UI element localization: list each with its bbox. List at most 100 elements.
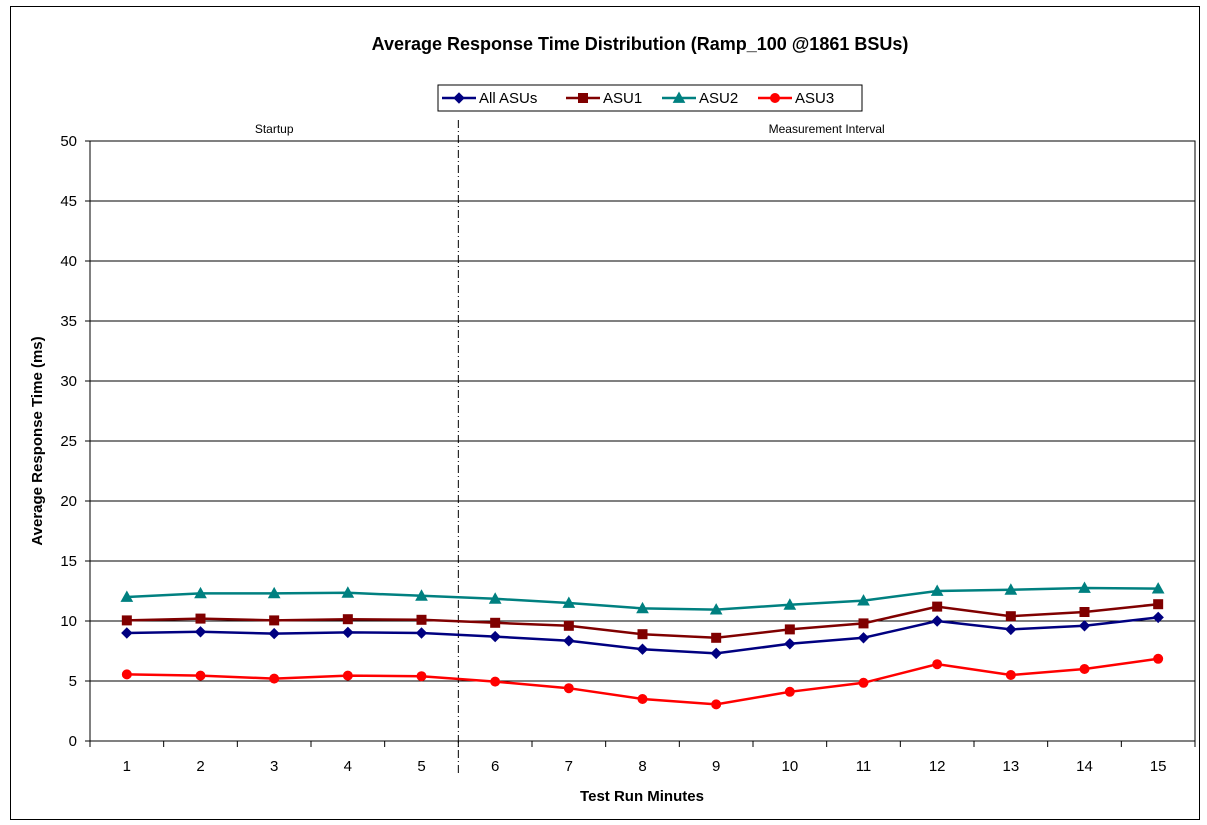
data-point (415, 627, 428, 639)
data-point (415, 589, 428, 601)
data-point (783, 598, 797, 610)
legend-marker (770, 93, 780, 103)
legend-marker (578, 93, 588, 103)
data-point (562, 596, 576, 608)
x-tick-label: 4 (344, 758, 352, 775)
data-point (194, 586, 207, 599)
data-point (709, 603, 723, 615)
series-asu1 (121, 599, 1164, 643)
data-point (636, 601, 649, 614)
x-tick-label: 14 (1076, 758, 1093, 775)
data-point (563, 683, 574, 694)
data-point (121, 615, 132, 626)
x-tick-label: 12 (929, 758, 946, 775)
x-tick-label: 9 (712, 758, 720, 775)
x-tick-label: 2 (196, 758, 204, 775)
region-label-startup: Startup (255, 122, 294, 136)
x-tick-label: 5 (417, 758, 425, 775)
data-point (711, 632, 722, 643)
data-point (194, 626, 207, 638)
x-tick-label: 15 (1150, 758, 1167, 775)
data-point (1151, 582, 1165, 594)
data-point (637, 629, 648, 640)
y-tick-label: 5 (69, 673, 77, 690)
data-point (341, 586, 355, 598)
x-tick-label: 11 (856, 758, 872, 775)
data-point (1153, 653, 1164, 664)
data-point (1004, 583, 1018, 595)
data-point (416, 671, 427, 682)
data-point (121, 627, 133, 639)
data-point (490, 617, 501, 628)
data-point (563, 635, 575, 647)
chart-title: Average Response Time Distribution (Ramp… (372, 34, 909, 54)
x-tick-label: 3 (270, 758, 278, 775)
legend-marker (453, 92, 465, 104)
legend-label: ASU3 (795, 90, 834, 107)
data-point (1078, 581, 1091, 593)
region-label-measurement-interval: Measurement Interval (769, 122, 885, 136)
x-tick-label: 8 (638, 758, 646, 775)
data-point (932, 601, 943, 612)
data-point (636, 643, 649, 655)
data-point (710, 647, 722, 660)
legend: All ASUs ASU1 ASU2 ASU3 (437, 84, 863, 112)
data-point (267, 586, 281, 599)
data-point (269, 615, 280, 626)
data-point (932, 659, 943, 670)
data-point (1005, 623, 1017, 636)
x-tick-label: 1 (123, 758, 131, 775)
data-point (858, 677, 869, 688)
y-axis-title: Average Response Time (ms) (29, 336, 46, 545)
data-point (858, 618, 869, 629)
data-point (711, 699, 722, 710)
data-point (342, 614, 353, 625)
y-tick-label: 25 (60, 433, 77, 450)
data-point (195, 613, 206, 624)
legend-label: All ASUs (479, 90, 537, 107)
data-point (342, 670, 353, 681)
x-tick-label: 13 (1002, 758, 1019, 775)
data-point (121, 669, 132, 680)
y-tick-label: 40 (60, 253, 77, 270)
x-axis-title: Test Run Minutes (580, 788, 704, 805)
data-point (488, 592, 502, 604)
data-point (784, 638, 796, 650)
y-tick-label: 0 (69, 733, 77, 750)
data-point (120, 590, 134, 602)
data-point (195, 670, 206, 681)
series-asu3 (121, 653, 1164, 710)
y-tick-label: 30 (60, 373, 77, 390)
data-point (857, 632, 870, 644)
legend-marker (672, 91, 686, 103)
series-asu2 (120, 581, 1165, 615)
x-tick-label: 7 (565, 758, 573, 775)
data-point (637, 694, 648, 704)
y-tick-label: 50 (60, 133, 77, 150)
x-tick-label: 6 (491, 758, 499, 775)
y-tick-label: 45 (60, 193, 77, 210)
series-all-asus (121, 611, 1164, 660)
data-point (930, 584, 944, 596)
data-point (931, 615, 943, 627)
legend-label: ASU1 (603, 90, 642, 107)
data-point (1152, 611, 1164, 624)
data-point (342, 626, 354, 639)
y-tick-label: 20 (60, 493, 77, 510)
data-point (1153, 599, 1164, 610)
legend-label: ASU2 (699, 90, 738, 107)
plot-area (85, 120, 1196, 776)
data-point (1078, 620, 1091, 632)
data-point (563, 620, 574, 631)
data-point (489, 630, 501, 643)
data-point (490, 676, 501, 687)
y-tick-label: 10 (60, 613, 77, 630)
data-point (784, 686, 795, 697)
data-point (1005, 611, 1016, 622)
data-point (857, 594, 870, 606)
data-point (1079, 607, 1090, 617)
data-point (416, 614, 427, 625)
data-point (1079, 664, 1090, 674)
data-point (269, 673, 280, 684)
